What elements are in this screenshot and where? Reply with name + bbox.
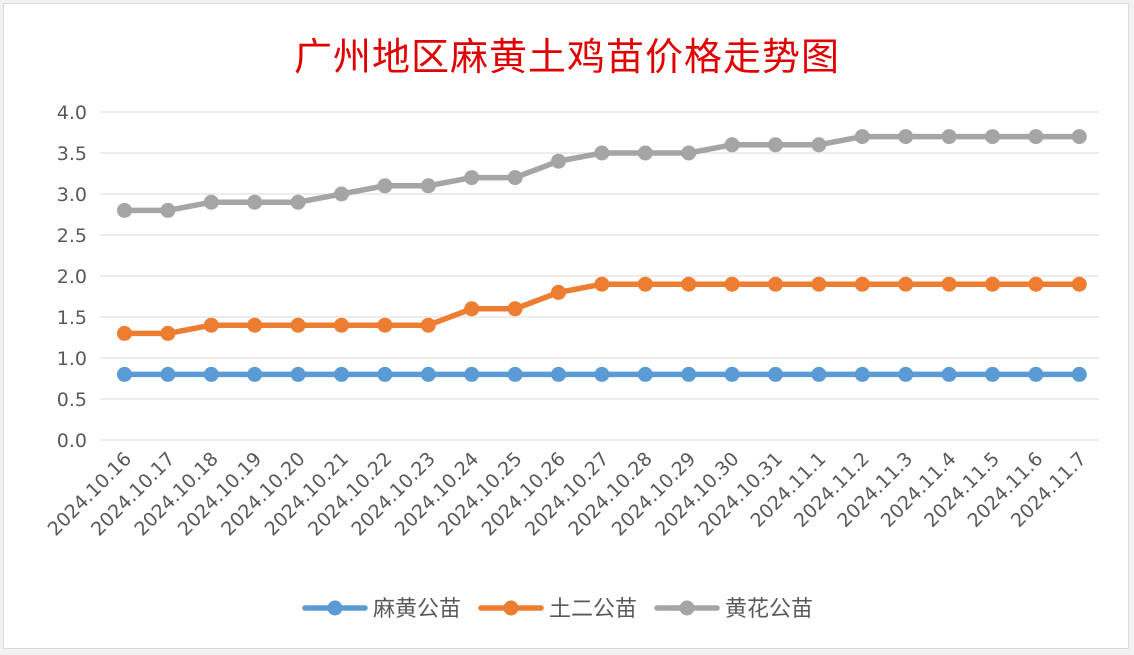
data-point	[681, 276, 697, 292]
data-point	[854, 129, 870, 145]
chart-title: 广州地区麻黄土鸡苗价格走势图	[293, 35, 840, 79]
data-point	[117, 366, 132, 382]
data-point	[247, 317, 263, 333]
chart-area: 广州地区麻黄土鸡苗价格走势图	[3, 3, 1129, 649]
data-point	[637, 276, 653, 292]
legend-marker	[327, 600, 343, 616]
data-point	[247, 194, 263, 210]
data-point	[594, 145, 610, 161]
y-tick-label: 1.5	[57, 307, 87, 329]
data-point	[551, 284, 566, 300]
data-point	[420, 178, 436, 194]
data-point	[811, 137, 827, 153]
data-point	[768, 137, 783, 153]
data-point	[290, 194, 306, 210]
data-point	[985, 366, 1000, 382]
data-point	[551, 366, 566, 382]
y-tick-label: 2.0	[57, 266, 87, 288]
data-point	[637, 366, 653, 382]
data-point	[681, 366, 697, 382]
data-point	[334, 186, 349, 202]
data-point	[637, 145, 653, 161]
data-point	[898, 366, 914, 382]
y-tick-label: 0.5	[57, 389, 87, 411]
data-point	[464, 366, 480, 382]
legend-label: 麻黄公苗	[373, 597, 461, 622]
data-point	[160, 202, 176, 218]
data-point	[464, 170, 480, 186]
legend-label: 黄花公苗	[725, 597, 813, 622]
data-point	[334, 317, 349, 333]
y-tick-label: 2.5	[57, 225, 87, 247]
data-point	[985, 129, 1000, 145]
data-point	[854, 366, 870, 382]
data-point	[1028, 276, 1044, 292]
legend-label: 土二公苗	[549, 597, 637, 622]
data-point	[811, 276, 827, 292]
legend-marker	[503, 600, 519, 616]
y-tick-label: 0.0	[57, 430, 87, 452]
data-point	[724, 276, 740, 292]
data-point	[203, 317, 219, 333]
data-point	[377, 317, 393, 333]
data-point	[377, 178, 393, 194]
data-point	[507, 301, 523, 317]
data-point	[768, 276, 783, 292]
data-point	[768, 366, 783, 382]
data-point	[420, 366, 436, 382]
data-point	[507, 366, 523, 382]
data-point	[811, 366, 827, 382]
data-point	[1071, 129, 1087, 145]
data-point	[117, 325, 132, 341]
legend-marker	[679, 600, 695, 616]
data-point	[203, 366, 219, 382]
data-point	[898, 276, 914, 292]
data-point	[160, 325, 176, 341]
data-point	[681, 145, 697, 161]
y-tick-label: 4.0	[57, 102, 87, 124]
data-point	[203, 194, 219, 210]
data-point	[985, 276, 1000, 292]
data-point	[594, 366, 610, 382]
y-tick-label: 3.5	[57, 143, 87, 165]
data-point	[1028, 129, 1044, 145]
data-point	[724, 366, 740, 382]
data-point	[551, 153, 566, 169]
data-point	[941, 366, 957, 382]
data-point	[854, 276, 870, 292]
data-point	[898, 129, 914, 145]
data-point	[464, 301, 480, 317]
data-point	[290, 317, 306, 333]
data-point	[1028, 366, 1044, 382]
data-point	[247, 366, 263, 382]
data-point	[594, 276, 610, 292]
data-point	[420, 317, 436, 333]
data-point	[941, 276, 957, 292]
y-tick-label: 3.0	[57, 184, 87, 206]
data-point	[334, 366, 349, 382]
data-point	[290, 366, 306, 382]
data-point	[160, 366, 176, 382]
data-point	[377, 366, 393, 382]
data-point	[507, 170, 523, 186]
data-point	[724, 137, 740, 153]
data-point	[941, 129, 957, 145]
y-tick-label: 1.0	[57, 348, 87, 370]
data-point	[1071, 366, 1087, 382]
data-point	[1071, 276, 1087, 292]
data-point	[117, 202, 132, 218]
